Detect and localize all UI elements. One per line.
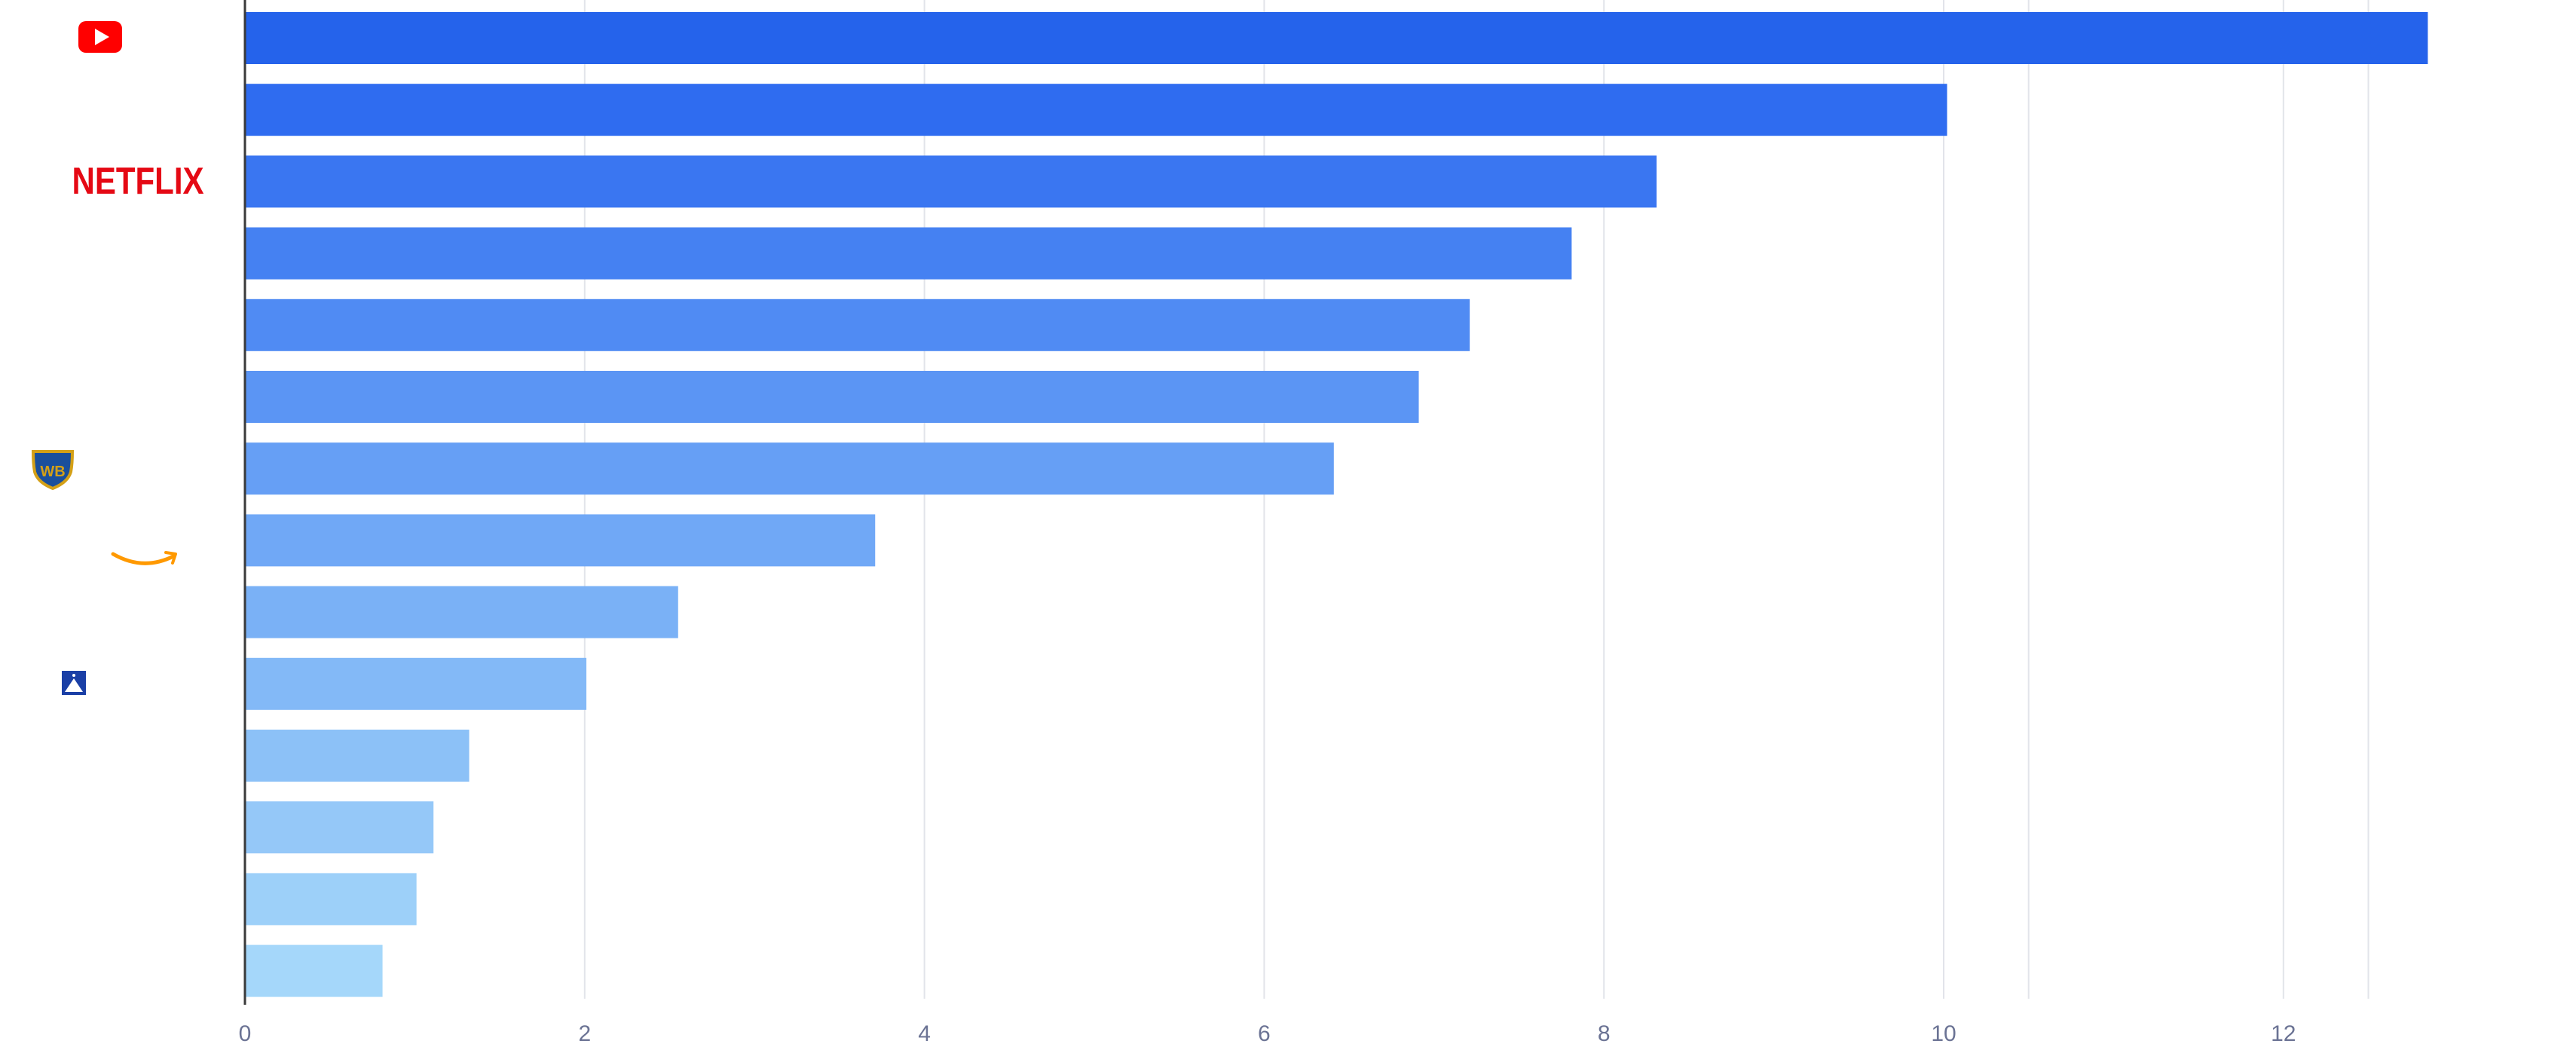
- netflix-logo-text: NETFLIX: [72, 160, 204, 202]
- x-tick-label-2: 2: [578, 1021, 591, 1046]
- amazon-arrow-icon: [164, 551, 177, 565]
- bar-layer: [243, 0, 2428, 1005]
- x-tick-label-6: 6: [1258, 1021, 1271, 1046]
- amazon-smile-icon: [111, 552, 176, 565]
- bar-12: [245, 801, 434, 854]
- x-tick-label-0: 0: [239, 1021, 252, 1046]
- paramount-mountain-icon: [65, 678, 83, 692]
- bar-5: [245, 298, 1470, 351]
- bar-14: [245, 944, 383, 997]
- bar-4: [245, 227, 1572, 280]
- bar-1: [245, 12, 2428, 64]
- bar-7: [245, 442, 1334, 495]
- youtube-logo: [78, 21, 122, 53]
- x-tick-label-12: 12: [2271, 1021, 2296, 1046]
- play-icon: [95, 29, 109, 45]
- amazon-logo: [111, 551, 177, 565]
- bar-8: [245, 514, 876, 567]
- netflix-logo: NETFLIX: [72, 160, 204, 202]
- bar-6: [245, 371, 1419, 423]
- paramount-logo: [62, 671, 86, 695]
- bar-3: [245, 155, 1657, 208]
- bar-2: [245, 84, 1947, 136]
- x-axis-ticks: 0 2 4 6 8 10 12: [239, 1021, 2296, 1046]
- x-tick-label-4: 4: [918, 1021, 931, 1046]
- warner-bros-shield-icon: [31, 450, 75, 491]
- bar-13: [245, 873, 417, 926]
- paramount-star-icon: [72, 674, 75, 677]
- bar-11: [245, 730, 470, 782]
- x-tick-label-10: 10: [1931, 1021, 1956, 1046]
- bar-9: [245, 586, 678, 638]
- warner-bros-logo: WB: [31, 450, 75, 491]
- x-tick-label-8: 8: [1598, 1021, 1611, 1046]
- warner-bros-logo-text: WB: [40, 464, 65, 480]
- bar-10: [245, 657, 587, 710]
- grid-layer: [583, 0, 2369, 999]
